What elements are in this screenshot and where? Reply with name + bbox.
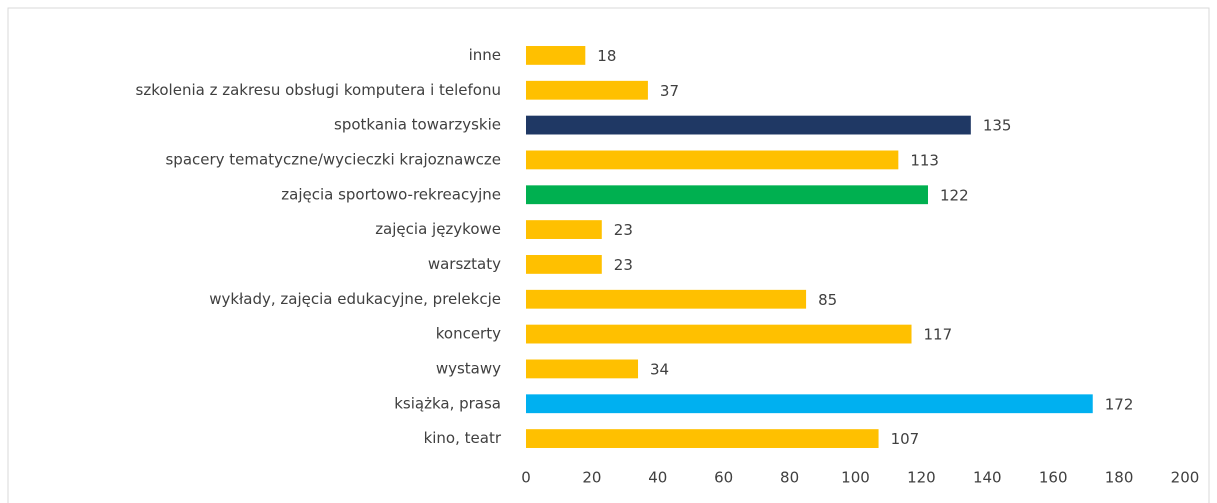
x-tick-label: 140 [973,469,1002,487]
y-tick-label: szkolenia z zakresu obsługi komputera i … [136,81,501,99]
bar [526,185,928,205]
bar [526,150,899,170]
bar [526,429,879,448]
bar [526,359,639,379]
bar [526,115,971,135]
y-tick-label: koncerty [436,325,501,343]
x-tick-label: 120 [907,469,936,487]
x-tick-label: 40 [648,469,667,487]
bar [526,324,912,344]
bar [526,80,648,100]
y-tick-label: wystawy [436,359,501,377]
x-tick-label: 60 [714,469,733,487]
data-label: 107 [891,430,920,448]
bar [526,394,1093,414]
data-label: 23 [614,221,633,239]
x-tick-label: 200 [1171,469,1200,487]
y-tick-label: zajęcia językowe [375,220,501,238]
bar [526,289,807,309]
y-tick-label: wykłady, zajęcia edukacyjne, prelekcje [209,290,501,308]
y-tick-label: kino, teatr [424,429,502,447]
y-tick-label: zajęcia sportowo-rekreacyjne [281,185,501,203]
x-tick-label: 180 [1105,469,1134,487]
data-label: 37 [660,82,679,100]
y-tick-label: inne [469,46,501,64]
data-label: 135 [983,117,1012,135]
x-tick-label: 100 [841,469,870,487]
data-label: 85 [818,291,837,309]
y-tick-label: książka, prasa [394,394,501,412]
y-tick-label: warsztaty [428,255,501,273]
x-tick-label: 160 [1039,469,1068,487]
data-label: 172 [1105,395,1134,413]
bar [526,255,602,274]
y-tick-label: spacery tematyczne/wycieczki krajoznawcz… [165,150,501,168]
data-label: 122 [940,186,969,204]
data-label: 34 [650,360,669,378]
data-label: 113 [910,151,939,169]
data-label: 18 [597,47,616,65]
bar [526,46,586,65]
x-tick-label: 0 [521,469,531,487]
bar [526,220,602,239]
chart-frame [7,7,1210,503]
x-tick-label: 20 [582,469,601,487]
data-label: 23 [614,256,633,274]
data-label: 117 [924,326,953,344]
x-tick-label: 80 [780,469,799,487]
y-tick-label: spotkania towarzyskie [334,116,501,134]
